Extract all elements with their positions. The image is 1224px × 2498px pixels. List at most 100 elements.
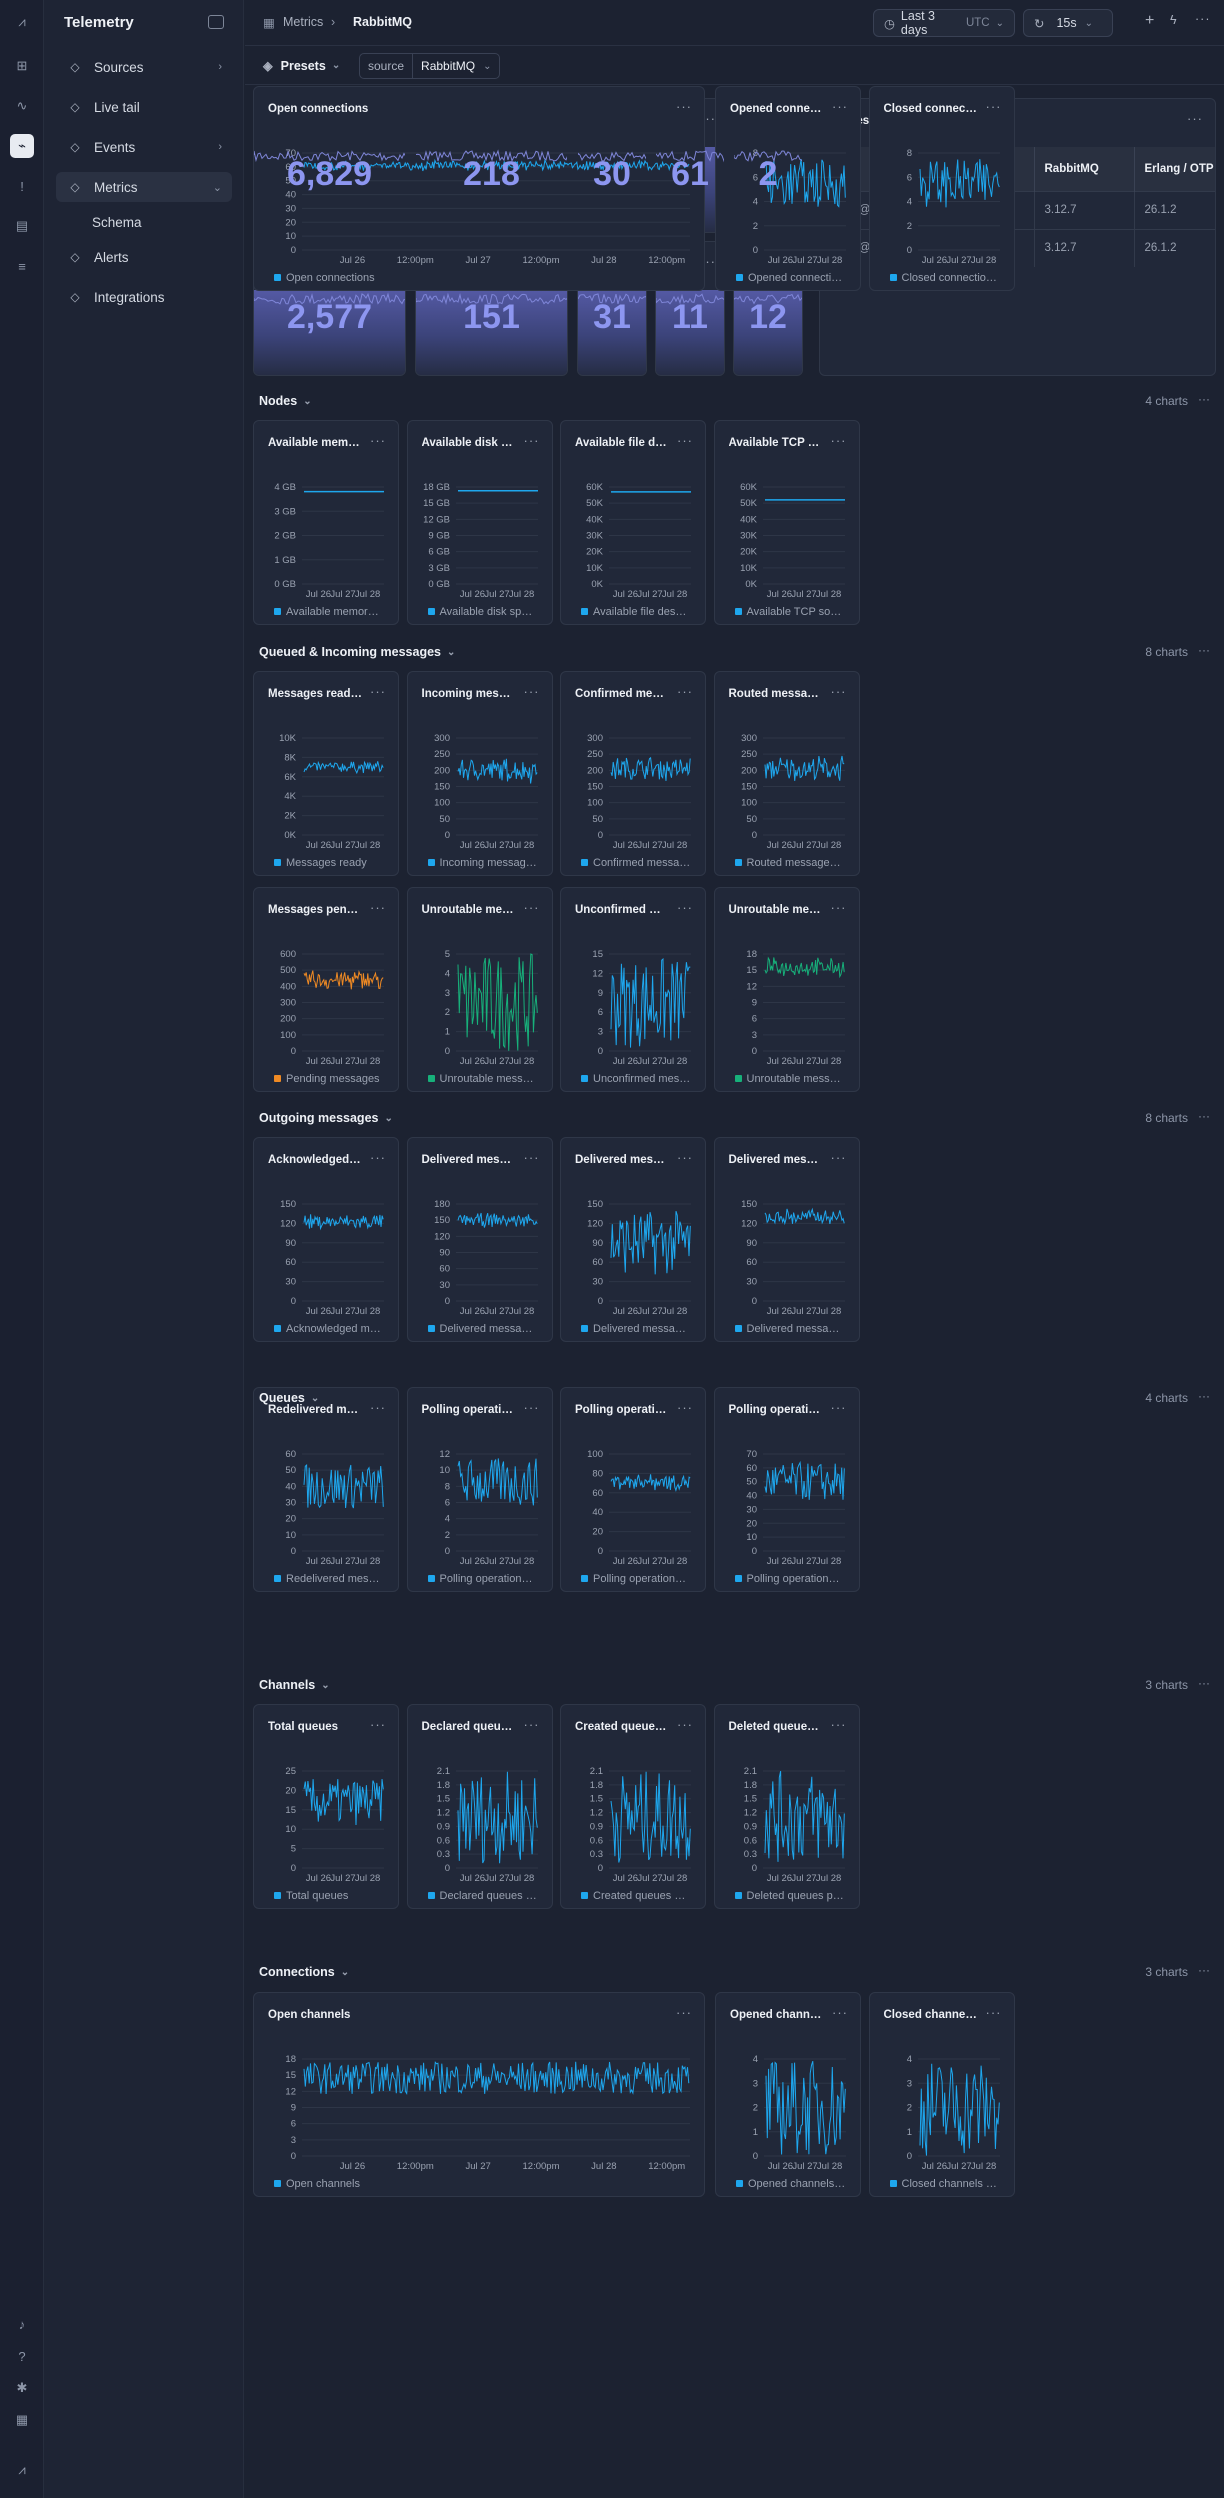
section-header[interactable]: Channels ⌄ bbox=[259, 1675, 330, 1695]
settings-icon[interactable]: ✱ bbox=[16, 2380, 28, 2395]
chart-legend[interactable]: Confirmed messages per second bbox=[581, 857, 691, 869]
more-options-icon[interactable]: ··· bbox=[370, 1150, 386, 1165]
add-chart-icon[interactable]: + bbox=[1145, 12, 1155, 29]
more-options-icon[interactable]: ··· bbox=[677, 684, 693, 699]
chart-card[interactable]: 150 120 90 60 30 0 Jul 26 Jul 27 Jul 28 Delivered… bbox=[713, 1137, 860, 1342]
more-options-icon[interactable]: ··· bbox=[677, 1400, 693, 1415]
chart-legend[interactable]: Opened channels per second bbox=[736, 2178, 846, 2190]
section-header[interactable]: Nodes ⌄ bbox=[259, 391, 312, 411]
logo-icon[interactable]: ⩘ bbox=[18, 14, 26, 29]
refresh-interval-picker[interactable]: ↻ 15s ⌄ bbox=[1023, 9, 1113, 37]
more-options-icon[interactable]: ··· bbox=[370, 1400, 386, 1415]
chart-card[interactable]: 60K 50K 40K 30K 20K 10K 0K Jul 26 Jul 27 Jul 28 Av… bbox=[560, 420, 706, 625]
bell-icon[interactable]: ♪ bbox=[18, 2316, 26, 2332]
chart-card[interactable]: 150 120 90 60 30 0 Jul 26 Jul 27 Jul 28 Acknowled… bbox=[253, 1137, 399, 1342]
chart-legend[interactable]: Messages ready bbox=[274, 857, 384, 869]
chart-card[interactable]: 2.1 1.8 1.5 1.2 0.9 0.6 0.3 0 Jul 26 Jul 27 Jul 28… bbox=[406, 1704, 553, 1909]
more-options-icon[interactable]: ··· bbox=[370, 1717, 386, 1732]
more-options-icon[interactable]: ··· bbox=[832, 2005, 848, 2020]
more-options-icon[interactable]: ··· bbox=[830, 1400, 847, 1415]
chart-legend[interactable]: Delivered messages per second bbox=[427, 1323, 538, 1335]
more-options-icon[interactable]: ··· bbox=[1198, 1389, 1210, 1403]
chart-card[interactable]: 4 GB 3 GB 2 GB 1 GB 0 GB Jul 26 Jul 27 Jul 28 Av… bbox=[253, 420, 399, 625]
help-icon[interactable]: ? bbox=[18, 2348, 26, 2364]
chart-legend[interactable]: Delivered messages with auto AC... bbox=[581, 1323, 691, 1335]
section-header[interactable]: Outgoing messages ⌄ bbox=[259, 1108, 393, 1128]
chart-legend[interactable]: Unconfirmed messages per seco... bbox=[581, 1073, 691, 1085]
nav-item-sources[interactable]: ◇ Sources › bbox=[56, 52, 232, 82]
activity-icon[interactable]: ∿ bbox=[16, 98, 28, 113]
chart-legend[interactable]: Available memory before publish... bbox=[274, 606, 384, 618]
chart-card[interactable]: 2.1 1.8 1.5 1.2 0.9 0.6 0.3 0 Jul 26 Jul 27 Jul 28… bbox=[713, 1704, 860, 1909]
chart-legend[interactable]: Open connections bbox=[274, 272, 690, 284]
chart-card[interactable]: 300 250 200 150 100 50 0 Jul 26 Jul 27 Jul 28 Inco… bbox=[406, 671, 553, 876]
more-options-icon[interactable]: ··· bbox=[370, 900, 386, 915]
more-options-icon[interactable]: ··· bbox=[523, 1717, 540, 1732]
lightning-icon[interactable]: ϟ bbox=[1170, 13, 1177, 27]
chart-legend[interactable]: Available TCP sockets bbox=[734, 606, 845, 618]
chart-card[interactable]: 60K 50K 40K 30K 20K 10K 0K Jul 26 Jul 27 Jul 28 Av… bbox=[713, 420, 860, 625]
more-options-icon[interactable]: ··· bbox=[1198, 392, 1210, 406]
nav-item-live-tail[interactable]: ◇ Live tail bbox=[56, 92, 232, 122]
nav-item-metrics[interactable]: ◇ Metrics ⌄ bbox=[56, 172, 232, 202]
chart-legend[interactable]: Open channels bbox=[274, 2178, 690, 2190]
chart-card[interactable]: 300 250 200 150 100 50 0 Jul 26 Jul 27 Jul 28 Rout… bbox=[713, 671, 860, 876]
chart-legend[interactable]: Unroutable messages dropped p... bbox=[427, 1073, 538, 1085]
chart-card[interactable]: 25 20 15 10 5 0 Jul 26 Jul 27 Jul 28 Total queues… bbox=[253, 1704, 399, 1909]
chart-legend[interactable]: Incoming messages per second bbox=[427, 857, 538, 869]
chart-card[interactable]: 15 12 9 6 3 0 Jul 26 Jul 27 Jul 28 Unconfirmed me… bbox=[560, 887, 706, 1092]
chart-legend[interactable]: Delivered messages with manual ... bbox=[734, 1323, 845, 1335]
chart-legend[interactable]: Routed messages per second bbox=[734, 857, 845, 869]
more-options-icon[interactable]: ··· bbox=[676, 99, 692, 114]
more-options-icon[interactable]: ··· bbox=[985, 2005, 1002, 2020]
more-options-icon[interactable]: ··· bbox=[523, 900, 540, 915]
add-source-icon[interactable]: ⊞ bbox=[16, 58, 28, 73]
chart-legend[interactable]: Closed connections per second bbox=[889, 272, 1000, 284]
chart-legend[interactable]: Opened connections per second bbox=[736, 272, 846, 284]
more-options-icon[interactable]: ··· bbox=[676, 2005, 692, 2020]
chart-card[interactable]: 300 250 200 150 100 50 0 Jul 26 Jul 27 Jul 28 Conf… bbox=[560, 671, 706, 876]
chart-card[interactable]: 18 GB 15 GB 12 GB 9 GB 6 GB 3 GB 0 GB Jul 26 Jul… bbox=[406, 420, 553, 625]
account-icon[interactable]: ⩘ bbox=[18, 2462, 26, 2477]
chart-card[interactable]: 18 15 12 9 6 3 0 Jul 26 Jul 27 Jul 28 Unroutable m… bbox=[713, 887, 860, 1092]
chart-legend[interactable]: Created queues per second bbox=[581, 1890, 691, 1902]
more-options-icon[interactable]: ··· bbox=[677, 900, 693, 915]
more-options-icon[interactable]: ··· bbox=[523, 1150, 540, 1165]
section-header[interactable]: Queued & Incoming messages ⌄ bbox=[259, 642, 455, 662]
chart-card[interactable]: 600 500 400 300 200 100 0 Jul 26 Jul 27 Jul 28 Mes… bbox=[253, 887, 399, 1092]
time-range-picker[interactable]: ◷ Last 3 days UTC ⌄ bbox=[873, 9, 1015, 37]
chart-card[interactable]: 12 10 8 6 4 2 0 Jul 26 Jul 27 Jul 28 Polling opera… bbox=[406, 1387, 553, 1592]
more-options-icon[interactable]: ··· bbox=[985, 99, 1002, 114]
more-options-icon[interactable]: ··· bbox=[830, 1717, 847, 1732]
chart-card[interactable]: 2.1 1.8 1.5 1.2 0.9 0.6 0.3 0 Jul 26 Jul 27 Jul 28… bbox=[560, 1704, 706, 1909]
nav-item-integrations[interactable]: ◇ Integrations bbox=[56, 282, 232, 312]
chart-card[interactable]: 70 60 50 40 30 20 10 0 Jul 26 12:00pm Jul 27 12:00p… bbox=[253, 86, 705, 291]
alerts-rail-icon[interactable]: ! bbox=[20, 178, 24, 194]
breadcrumb-parent[interactable]: Metrics bbox=[283, 15, 324, 29]
chart-card[interactable]: 180 150 120 90 60 30 0 Jul 26 Jul 27 Jul 28 Delive… bbox=[406, 1137, 553, 1342]
more-options-icon[interactable]: ··· bbox=[1195, 12, 1211, 26]
more-options-icon[interactable]: ··· bbox=[832, 99, 848, 114]
chart-legend[interactable]: Deleted queues per second bbox=[734, 1890, 845, 1902]
apps-icon[interactable]: ▦ bbox=[15, 2412, 29, 2427]
more-options-icon[interactable]: ··· bbox=[830, 684, 847, 699]
chart-legend[interactable]: Closed channels per second bbox=[889, 2178, 1000, 2190]
nav-item-events[interactable]: ◇ Events › bbox=[56, 132, 232, 162]
column-header[interactable]: RabbitMQ bbox=[1034, 147, 1135, 191]
chart-legend[interactable]: Declared queues per second bbox=[427, 1890, 538, 1902]
section-header[interactable]: Queues ⌄ bbox=[259, 1388, 319, 1408]
chart-card[interactable]: 10K 8K 6K 4K 2K 0K Jul 26 Jul 27 Jul 28 Messages … bbox=[253, 671, 399, 876]
more-options-icon[interactable]: ··· bbox=[677, 433, 693, 448]
chart-card[interactable]: 150 120 90 60 30 0 Jul 26 Jul 27 Jul 28 Delivered… bbox=[560, 1137, 706, 1342]
chart-legend[interactable]: Acknowledged messages per se... bbox=[274, 1323, 384, 1335]
more-options-icon[interactable]: ··· bbox=[830, 1150, 847, 1165]
source-filter[interactable]: source RabbitMQ ⌄ bbox=[359, 53, 501, 79]
chart-legend[interactable]: Available disk space bbox=[427, 606, 538, 618]
more-options-icon[interactable]: ··· bbox=[1198, 643, 1210, 657]
chart-card[interactable]: 18 15 12 9 6 3 0 Jul 26 12:00pm Jul 27 12:00pm Jul … bbox=[253, 1992, 705, 2197]
more-options-icon[interactable]: ··· bbox=[677, 1717, 693, 1732]
section-header[interactable]: Connections ⌄ bbox=[259, 1962, 349, 1982]
